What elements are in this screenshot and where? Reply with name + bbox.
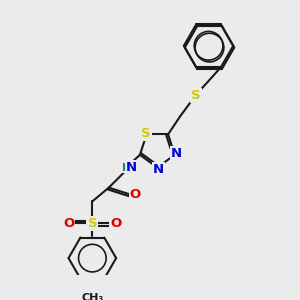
Text: H: H — [122, 163, 130, 172]
Text: S: S — [141, 127, 151, 140]
Text: N: N — [171, 147, 182, 161]
Text: N: N — [153, 163, 164, 176]
Text: O: O — [110, 217, 122, 230]
Text: O: O — [63, 217, 74, 230]
Text: N: N — [126, 161, 137, 174]
Text: CH₃: CH₃ — [81, 293, 104, 300]
Text: S: S — [88, 217, 97, 230]
Text: S: S — [191, 89, 201, 102]
Text: O: O — [130, 188, 141, 202]
